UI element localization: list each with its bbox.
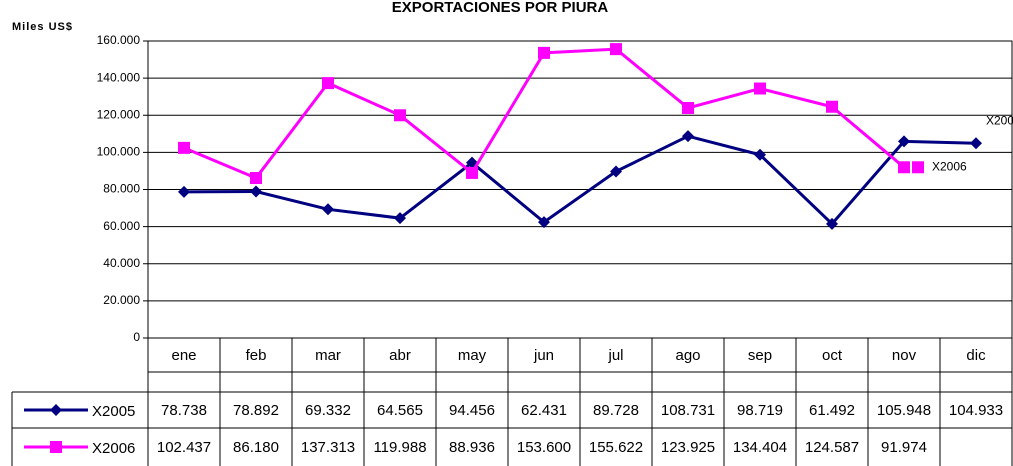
table-value: 89.728 [593,402,639,419]
data-point [826,217,838,230]
table-value: 62.431 [521,402,567,419]
data-point [898,135,910,148]
series-annotation: X2005 [986,113,1013,127]
data-point [682,130,694,143]
y-tick-label: 80.000 [103,182,140,196]
x-tick-label: abr [389,347,411,364]
table-value: 119.988 [373,439,426,456]
y-tick-label: 160.000 [97,33,141,47]
data-point [178,141,190,154]
legend-marker [50,404,62,416]
data-point [898,161,910,174]
data-point [394,109,406,122]
series-annotation: X2006 [932,159,967,173]
y-tick-label: 140.000 [97,70,141,84]
data-point [394,212,406,225]
x-tick-label: jun [533,347,554,364]
data-point [682,101,694,114]
x-tick-label: nov [892,347,917,364]
data-point [178,185,190,198]
table-value: 137.313 [301,439,355,456]
table-value: 108.731 [661,402,715,419]
annotation-marker [912,161,924,174]
y-tick-label: 20.000 [103,293,140,307]
series-line [183,47,905,180]
data-point [610,165,622,178]
plot-frame [147,40,1013,373]
table-value: 155.622 [589,439,643,456]
table-value: 91.974 [881,439,927,456]
data-point [754,148,766,161]
x-tick-label: mar [315,347,341,364]
table-value: 153.600 [517,439,571,456]
table-value: 64.565 [377,402,423,419]
data-point [322,203,334,216]
x-tick-label: oct [822,347,843,364]
legend-marker [50,441,62,453]
data-point [970,137,982,150]
legend-label: X2005 [92,403,135,420]
data-point [466,166,478,179]
x-tick-label: may [458,347,487,364]
table-value: 61.492 [809,402,855,419]
x-tick-label: ene [171,347,196,364]
data-point [538,46,550,59]
table-value: 78.738 [161,402,207,419]
y-tick-label: 60.000 [103,219,140,233]
data-point [610,43,622,56]
x-tick-label: jul [607,347,623,364]
x-tick-label: feb [246,347,267,364]
data-point [754,82,766,95]
data-point [250,172,262,185]
table-value: 69.332 [305,402,351,419]
y-tick-label: 0 [133,330,140,344]
table-value: 88.936 [449,439,495,456]
data-point [322,77,334,90]
x-tick-label: dic [966,347,986,364]
table-value: 94.456 [449,402,495,419]
table-value: 98.719 [737,402,783,419]
y-axis-label: Miles US$ [12,21,73,33]
data-point [250,185,262,198]
table-value: 104.933 [949,402,1003,419]
x-tick-label: sep [748,347,772,364]
table-value: 86.180 [233,439,279,456]
y-tick-label: 120.000 [97,107,141,121]
table-value: 123.925 [661,439,715,456]
chart-title: EXPORTACIONES POR PIURA [392,0,609,16]
y-tick-label: 100.000 [97,145,141,159]
legend-label: X2006 [92,440,135,457]
data-point [538,216,550,229]
y-tick-label: 40.000 [103,256,140,270]
table-value: 134.404 [733,439,787,456]
data-point [826,100,838,113]
table-value: 124.587 [805,439,859,456]
series-line [183,134,977,227]
table-value: 78.892 [233,402,279,419]
x-tick-label: ago [675,347,700,364]
table-value: 105.948 [877,402,931,419]
table-value: 102.437 [157,439,211,456]
